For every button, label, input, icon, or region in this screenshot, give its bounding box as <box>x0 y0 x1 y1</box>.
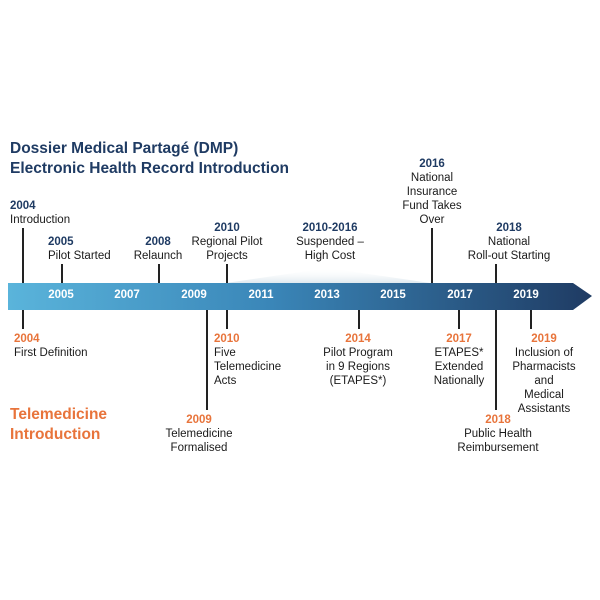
axis-year-2009: 2009 <box>181 289 207 301</box>
axis-year-2015: 2015 <box>380 289 406 301</box>
axis-year-2017: 2017 <box>447 289 473 301</box>
timeline-bar <box>8 283 592 310</box>
event-text: Relaunch <box>133 250 183 262</box>
event-year: 2017 <box>446 333 472 345</box>
tele-event-2017: 2017 ETAPES* Extended Nationally <box>434 332 485 388</box>
event-year: 2009 <box>186 414 212 426</box>
event-text: National Insurance Fund Takes Over <box>402 172 462 226</box>
dmp-event-2010-2016: 2010-2016 Suspended – High Cost <box>296 221 364 263</box>
tele-event-2010: 2010 Five Telemedicine Acts <box>214 332 281 388</box>
event-year: 2005 <box>48 236 74 248</box>
event-year: 2004 <box>14 333 40 345</box>
telemedicine-title-line2: Introduction <box>10 426 101 443</box>
tick-tele-2018 <box>495 310 497 410</box>
event-text: Suspended – High Cost <box>296 236 364 262</box>
dmp-event-2018: 2018 National Roll-out Starting <box>468 221 550 263</box>
event-text: ETAPES* Extended Nationally <box>433 347 485 387</box>
telemedicine-title-line1: Telemedicine <box>10 406 108 423</box>
event-text: Inclusion of Pharmacists and Medical Ass… <box>512 347 576 415</box>
event-text: Five Telemedicine Acts <box>214 347 282 387</box>
axis-year-2011: 2011 <box>248 289 274 301</box>
tick-tele-2017 <box>458 310 460 329</box>
event-year: 2010-2016 <box>302 222 358 234</box>
tele-event-2004: 2004 First Definition <box>14 332 88 360</box>
event-year: 2004 <box>10 200 36 212</box>
event-year: 2010 <box>214 333 240 345</box>
event-text: Regional Pilot Projects <box>191 236 263 262</box>
event-year: 2010 <box>214 222 240 234</box>
event-text: Telemedicine Formalised <box>165 428 233 454</box>
dmp-event-2004: 2004 Introduction <box>10 199 70 227</box>
dmp-event-2016: 2016 National Insurance Fund Takes Over <box>402 157 461 227</box>
axis-year-2013: 2013 <box>314 289 340 301</box>
tele-event-2019: 2019 Inclusion of Pharmacists and Medica… <box>512 332 575 416</box>
tele-event-2018: 2018 Public Health Reimbursement <box>457 413 538 455</box>
event-year: 2018 <box>485 414 511 426</box>
event-text: First Definition <box>14 347 88 359</box>
event-year: 2014 <box>345 333 371 345</box>
event-text: Public Health Reimbursement <box>457 428 539 454</box>
dmp-title-line1: Dossier Medical Partagé (DMP) <box>10 140 239 157</box>
tick-tele-2014 <box>358 310 360 329</box>
tick-dmp-2016 <box>431 228 433 283</box>
event-year: 2018 <box>496 222 522 234</box>
dmp-event-2005: 2005 Pilot Started <box>48 235 111 263</box>
axis-year-2007: 2007 <box>114 289 140 301</box>
dmp-event-2010: 2010 Regional Pilot Projects <box>192 221 263 263</box>
suspended-period-wedge <box>226 268 430 283</box>
event-year: 2008 <box>145 236 171 248</box>
dmp-event-2008: 2008 Relaunch <box>134 235 183 263</box>
tick-tele-2004 <box>22 310 24 329</box>
event-text: Pilot Started <box>48 250 111 262</box>
tick-dmp-2004 <box>22 228 24 283</box>
tick-tele-2009 <box>206 310 208 410</box>
tele-event-2014: 2014 Pilot Program in 9 Regions (ETAPES*… <box>323 332 393 388</box>
tick-dmp-2008 <box>158 264 160 283</box>
axis-year-2019: 2019 <box>513 289 539 301</box>
tick-dmp-2005 <box>61 264 63 283</box>
tick-tele-2010 <box>226 310 228 329</box>
event-text: National Roll-out Starting <box>467 236 551 262</box>
event-text: Pilot Program in 9 Regions (ETAPES*) <box>323 347 393 387</box>
event-text: Introduction <box>10 214 71 226</box>
event-year: 2016 <box>419 158 445 170</box>
event-year: 2019 <box>531 333 557 345</box>
tele-event-2009: 2009 Telemedicine Formalised <box>165 413 232 455</box>
axis-year-2005: 2005 <box>48 289 74 301</box>
tick-dmp-2018 <box>495 264 497 283</box>
tick-dmp-2010 <box>226 264 228 283</box>
tick-tele-2019 <box>530 310 532 329</box>
dmp-title-line2: Electronic Health Record Introduction <box>10 160 290 177</box>
